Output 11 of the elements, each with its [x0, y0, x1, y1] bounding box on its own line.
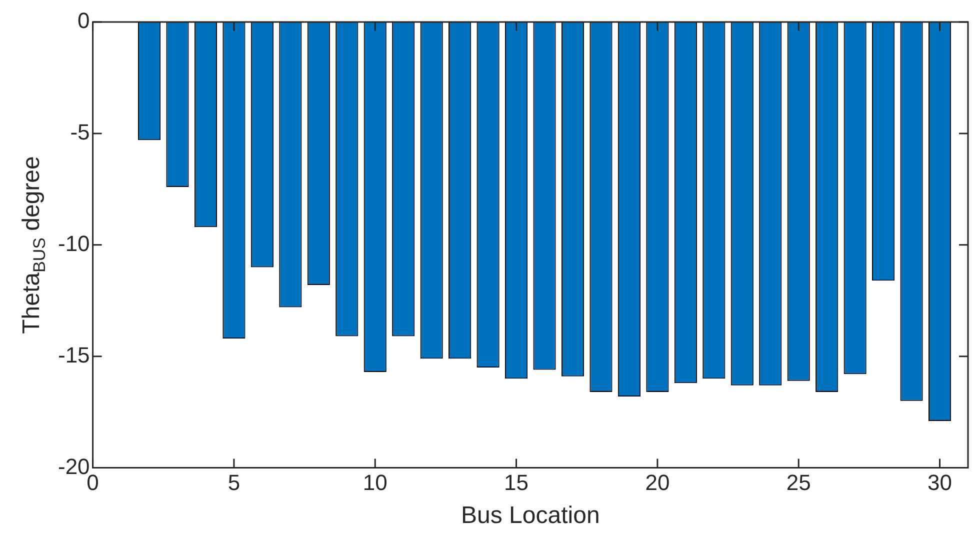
y-tick-label: 0 — [78, 8, 90, 34]
x-tick-label: 5 — [228, 470, 240, 496]
y-tick-label: -10 — [58, 230, 90, 256]
x-tick-label: 15 — [504, 470, 529, 496]
x-tick-label: 10 — [362, 470, 388, 496]
x-tick-label: 20 — [645, 470, 670, 496]
y-tick-label: -5 — [70, 120, 90, 145]
x-tick-label: 25 — [786, 470, 811, 496]
x-tick-label: 30 — [928, 470, 952, 496]
x-axis-title: Bus Location — [461, 502, 600, 530]
y-tick-label: -15 — [58, 342, 90, 368]
